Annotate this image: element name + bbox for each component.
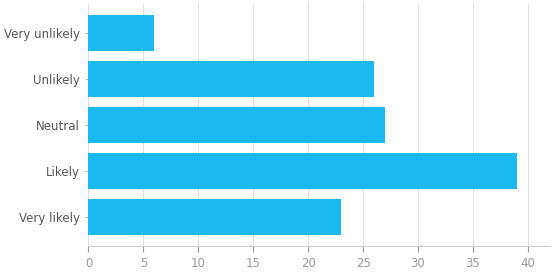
Bar — [89, 61, 374, 97]
Bar — [89, 153, 517, 189]
Bar — [89, 199, 341, 235]
Bar — [89, 15, 155, 51]
Bar — [89, 107, 385, 143]
